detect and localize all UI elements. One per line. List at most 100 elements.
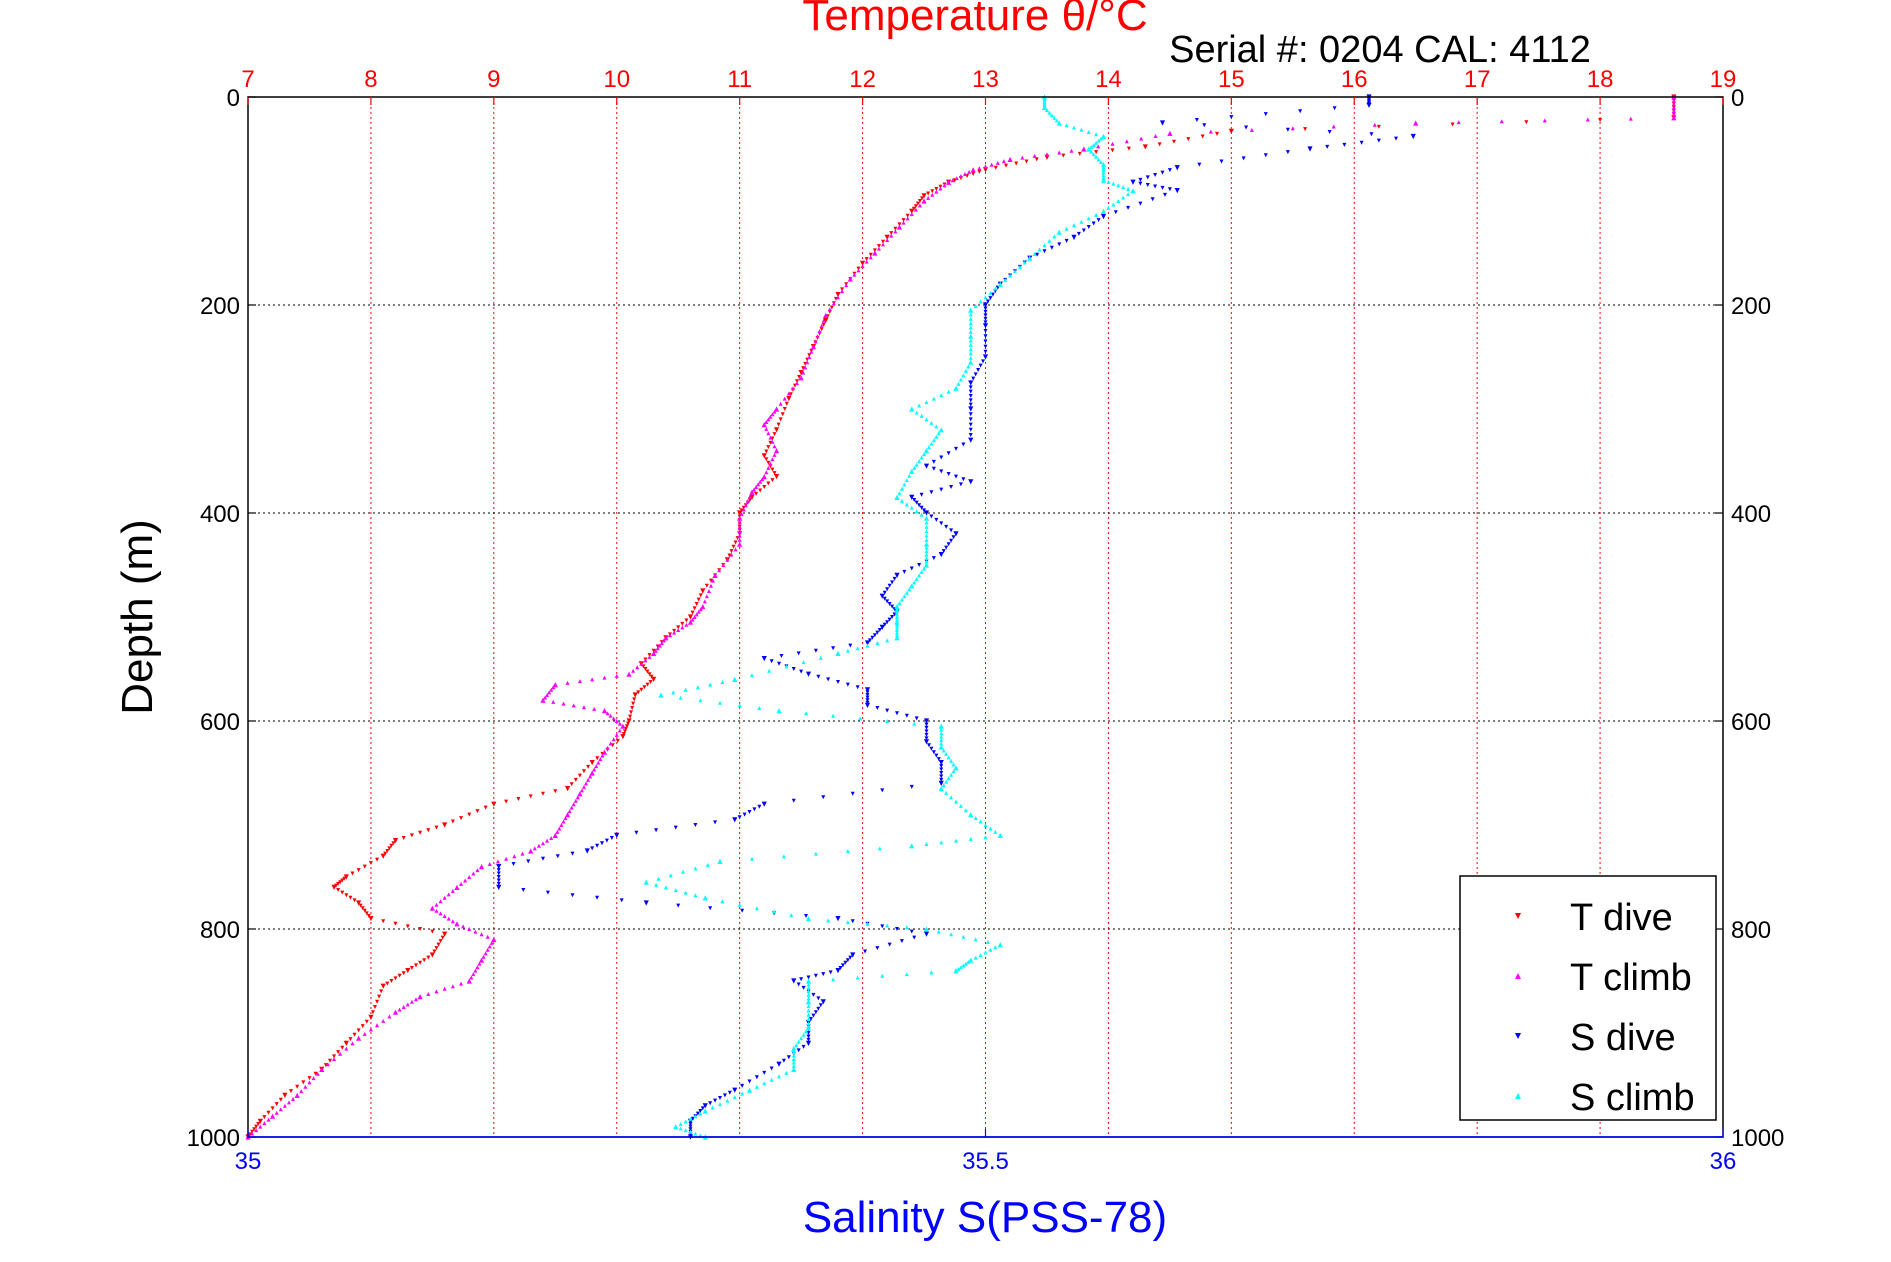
data-trail-s-dive (1153, 184, 1158, 189)
data-trail-t-dive (747, 498, 752, 502)
data-trail-t-climb (479, 932, 484, 937)
data-trail-s-climb (968, 325, 973, 330)
data-trail-s-dive (961, 442, 966, 447)
data-trail-t-dive (1014, 161, 1019, 166)
data-trail-s-dive (954, 446, 958, 451)
data-trail-s-climb (956, 966, 961, 971)
data-point-s-climb (791, 1046, 797, 1052)
legend-marker-t-dive (1515, 913, 1521, 919)
data-point-t-dive (589, 760, 595, 766)
data-trail-s-dive (1167, 168, 1172, 173)
data-trail-t-dive (409, 833, 414, 838)
data-trail-s-dive (801, 1044, 806, 1049)
data-trail-s-dive (1244, 125, 1249, 130)
data-point-s-climb (997, 281, 1003, 287)
data-trail-s-dive (968, 433, 973, 437)
data-trail-s-dive (747, 1079, 752, 1084)
data-trail-s-climb (946, 776, 951, 781)
data-trail-t-dive (696, 597, 701, 602)
data-point-t-climb (429, 905, 435, 911)
data-trail-t-climb (1585, 117, 1590, 122)
data-trail-t-dive (373, 1005, 378, 1009)
data-trail-s-dive (941, 549, 946, 554)
data-trail-s-dive (885, 620, 890, 625)
data-trail-s-climb (671, 690, 676, 695)
data-point-t-dive (368, 1014, 374, 1020)
data-trail-s-dive (946, 472, 951, 476)
data-trail-t-climb (741, 507, 746, 512)
data-trail-s-climb (968, 355, 973, 360)
data-trail-s-dive (912, 935, 917, 940)
data-trail-t-dive (977, 169, 982, 174)
data-trail-s-climb (1079, 127, 1084, 132)
data-trail-t-climb (598, 757, 603, 762)
legend-label-s-climb: S climb (1570, 1077, 1695, 1119)
data-trail-t-climb (708, 583, 713, 588)
data-trail-t-dive (516, 797, 521, 801)
data-trail-t-climb (487, 862, 492, 866)
data-trail-t-climb (889, 233, 894, 238)
data-trail-t-climb (446, 916, 451, 921)
data-point-t-climb (466, 978, 472, 984)
data-trail-s-climb (804, 1029, 809, 1034)
data-trail-t-climb (1372, 122, 1377, 127)
data-trail-t-climb (790, 386, 795, 391)
data-trail-s-dive (1057, 242, 1062, 247)
temperature-tick-label: 7 (241, 66, 254, 93)
data-trail-t-climb (901, 220, 906, 225)
data-trail-s-climb (968, 312, 973, 317)
data-trail-t-dive (1303, 127, 1308, 132)
data-point-s-climb (1056, 120, 1062, 126)
data-trail-s-dive (777, 661, 781, 666)
data-point-s-dive (1159, 120, 1166, 126)
data-trail-s-climb (912, 465, 917, 470)
data-trail-t-climb (467, 875, 472, 879)
data-point-t-climb (478, 864, 485, 870)
data-trail-t-dive (467, 812, 472, 817)
data-trail-s-climb (988, 826, 993, 831)
data-trail-t-dive (1003, 163, 1008, 168)
data-trail-s-climb (978, 299, 983, 304)
data-trail-t-dive (389, 843, 394, 848)
data-trail-t-dive (459, 816, 464, 821)
data-trail-s-climb (1121, 195, 1126, 200)
data-trail-t-climb (655, 646, 660, 651)
legend-marker-t-climb (1515, 973, 1521, 979)
data-trail-s-dive (813, 973, 818, 978)
data-point-t-dive (982, 167, 989, 173)
data-trail-s-dive (1359, 140, 1364, 145)
data-trail-s-climb (899, 597, 904, 602)
data-trail-t-climb (605, 711, 610, 716)
data-trail-s-dive (848, 955, 853, 960)
data-point-s-dive (864, 640, 871, 646)
data-trail-s-climb (1101, 170, 1106, 175)
data-trail-s-dive (983, 306, 988, 311)
data-trail-s-dive (722, 1093, 727, 1098)
data-trail-s-dive (1113, 210, 1118, 215)
data-trail-s-dive (811, 1013, 816, 1018)
data-trail-t-dive (645, 682, 650, 687)
data-point-s-climb (909, 468, 915, 474)
data-trail-s-climb (973, 816, 978, 821)
data-trail-t-dive (387, 846, 392, 851)
data-trail-s-dive (887, 602, 892, 606)
data-trail-s-dive (791, 798, 796, 803)
data-trail-s-dive (1325, 144, 1330, 149)
data-point-t-dive (491, 801, 497, 807)
data-trail-t-dive (393, 976, 398, 981)
data-trail-s-climb (1017, 264, 1022, 269)
data-trail-t-climb (1153, 134, 1158, 138)
data-trail-t-climb (426, 992, 431, 996)
data-trail-s-dive (944, 524, 949, 529)
data-trail-t-climb (611, 716, 616, 721)
data-trail-t-climb (876, 246, 881, 251)
data-trail-s-climb (958, 377, 963, 382)
data-trail-s-dive (693, 823, 698, 827)
data-trail-s-dive (1150, 197, 1155, 202)
data-trail-s-dive (1162, 192, 1167, 197)
data-trail-t-climb (698, 607, 703, 612)
data-trail-s-climb (963, 961, 968, 966)
data-point-t-dive (368, 916, 374, 922)
data-point-s-climb (1041, 104, 1048, 110)
data-trail-t-dive (780, 412, 785, 417)
